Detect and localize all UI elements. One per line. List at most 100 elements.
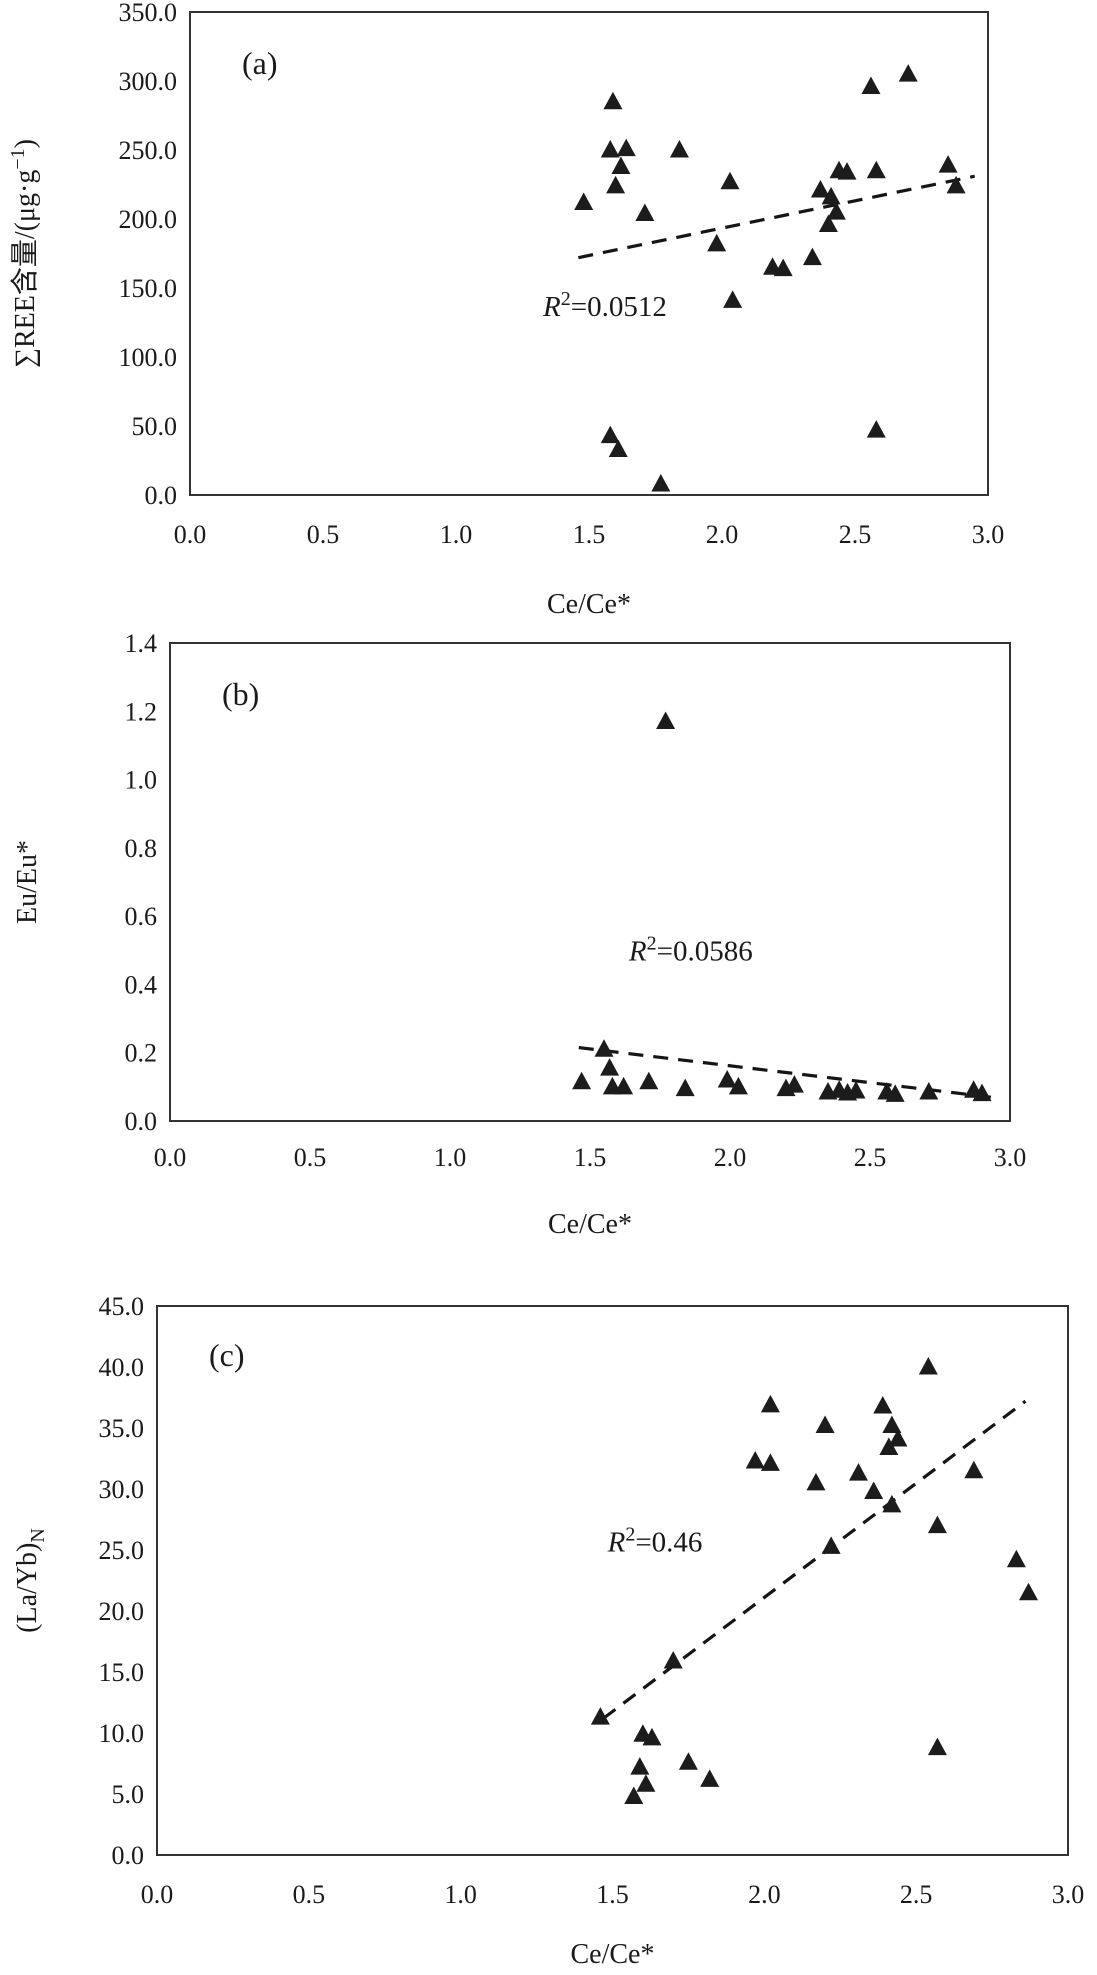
data-point-marker: [678, 1752, 698, 1770]
data-point-marker: [810, 180, 830, 198]
data-point-marker: [861, 76, 881, 95]
data-point-marker: [594, 1039, 614, 1057]
trend-line: [602, 1399, 1027, 1720]
data-point-marker: [728, 1076, 748, 1095]
data-point-marker: [821, 186, 841, 205]
x-tick-label: 0.0: [174, 520, 207, 549]
panel-letter: (a): [242, 45, 278, 81]
data-point-marker: [898, 64, 918, 82]
data-point-marker: [806, 1472, 826, 1491]
x-tick-label: 2.5: [854, 1143, 887, 1172]
r-squared-annotation: R2=0.0512: [542, 288, 667, 323]
scatter-points: [574, 64, 966, 492]
data-point-marker: [574, 192, 594, 210]
data-point-marker: [760, 1394, 780, 1413]
y-tick-label: 0.0: [145, 481, 178, 510]
data-point-marker: [885, 1084, 905, 1102]
data-point-marker: [972, 1083, 992, 1102]
data-point-marker: [873, 1396, 893, 1414]
y-axis-label: Eu/Eu*: [12, 840, 43, 924]
x-axis-label: Ce/Ce*: [571, 1939, 655, 1970]
y-tick-label: 0.8: [125, 834, 158, 863]
panel-letter: (c): [209, 1337, 245, 1373]
data-point-marker: [882, 1494, 902, 1513]
x-tick-label: 1.0: [434, 1143, 467, 1172]
data-point-marker: [723, 290, 743, 308]
data-point-marker: [608, 439, 628, 457]
data-point-marker: [639, 1071, 659, 1090]
data-point-marker: [866, 420, 886, 438]
x-tick-label: 1.5: [573, 520, 606, 549]
data-point-marker: [720, 171, 740, 190]
data-point-marker: [815, 1415, 835, 1434]
plot-border: [189, 11, 989, 496]
x-axis-label: Ce/Ce*: [547, 589, 631, 620]
data-point-marker: [600, 425, 620, 444]
x-tick-label: 2.0: [714, 1143, 747, 1172]
r-squared-annotation: R2=0.46: [607, 1523, 703, 1558]
x-tick-label: 1.5: [596, 1880, 629, 1909]
y-tick-label: 30.0: [99, 1475, 145, 1504]
x-tick-label: 1.0: [444, 1880, 477, 1909]
data-point-marker: [919, 1081, 939, 1100]
y-tick-label: 25.0: [99, 1536, 145, 1565]
panel-letter: (b): [222, 676, 259, 712]
x-tick-label: 0.5: [293, 1880, 326, 1909]
data-point-marker: [821, 1536, 841, 1554]
panel-c-chart: 0.0 0.5 1.0 1.5 2.0 2.5 3.0 0.0 5.0 10.0 15.0 20.0 2…: [12, 1292, 1084, 1970]
data-point-marker: [636, 1774, 656, 1792]
data-point-marker: [642, 1727, 662, 1746]
panel-b-chart: 0.0 0.5 1.0 1.5 2.0 2.5 3.0 0.0 0.2 0.4 0.6 0.8 1.0 1…: [12, 630, 1026, 1240]
y-tick-label: 10.0: [99, 1719, 145, 1748]
data-point-marker: [773, 258, 793, 277]
x-tick-label: 2.0: [748, 1880, 781, 1909]
y-tick-label: 250.0: [119, 136, 178, 165]
y-tick-label: 5.0: [112, 1780, 145, 1809]
data-point-marker: [927, 1515, 947, 1534]
data-point-marker: [1019, 1582, 1039, 1601]
data-point-marker: [651, 473, 671, 492]
x-tick-label: 0.5: [294, 1143, 327, 1172]
data-point-marker: [606, 175, 626, 194]
data-point-marker: [1006, 1549, 1026, 1568]
data-point-marker: [707, 233, 727, 252]
data-point-marker: [745, 1450, 765, 1469]
data-point-marker: [879, 1437, 899, 1456]
data-point-marker: [572, 1071, 592, 1090]
y-tick-label: 35.0: [99, 1414, 145, 1443]
scatter-points: [590, 1357, 1039, 1804]
y-tick-label: 40.0: [99, 1353, 145, 1382]
data-point-marker: [964, 1460, 984, 1479]
r-squared-annotation: R2=0.0586: [628, 932, 753, 967]
data-point-marker: [846, 1080, 866, 1099]
data-point-marker: [624, 1786, 644, 1804]
data-point-marker: [802, 247, 822, 266]
data-point-marker: [848, 1463, 868, 1481]
data-point-marker: [635, 203, 655, 221]
data-point-marker: [603, 91, 623, 110]
data-point-marker: [600, 140, 620, 158]
plot-border: [156, 1305, 1069, 1856]
y-tick-label: 1.4: [125, 630, 158, 658]
data-point-marker: [700, 1769, 720, 1787]
x-tick-label: 1.0: [440, 520, 473, 549]
data-point-marker: [717, 1070, 737, 1088]
data-point-marker: [630, 1757, 650, 1775]
y-tick-label: 20.0: [99, 1597, 145, 1626]
data-point-marker: [611, 156, 631, 175]
y-tick-label: 45.0: [99, 1292, 145, 1321]
data-point-marker: [938, 155, 958, 173]
y-axis-label: (La/Yb)N: [12, 1528, 49, 1633]
plot-border: [169, 642, 1011, 1122]
x-axis-label: Ce/Ce*: [548, 1209, 632, 1240]
data-point-marker: [866, 160, 886, 179]
data-point-marker: [663, 1651, 683, 1669]
data-point-marker: [946, 175, 966, 194]
y-tick-label: 50.0: [132, 412, 178, 441]
data-point-marker: [784, 1075, 804, 1093]
data-point-marker: [616, 138, 636, 157]
data-point-marker: [882, 1415, 902, 1434]
y-tick-label: 15.0: [99, 1658, 145, 1687]
data-point-marker: [888, 1428, 908, 1447]
